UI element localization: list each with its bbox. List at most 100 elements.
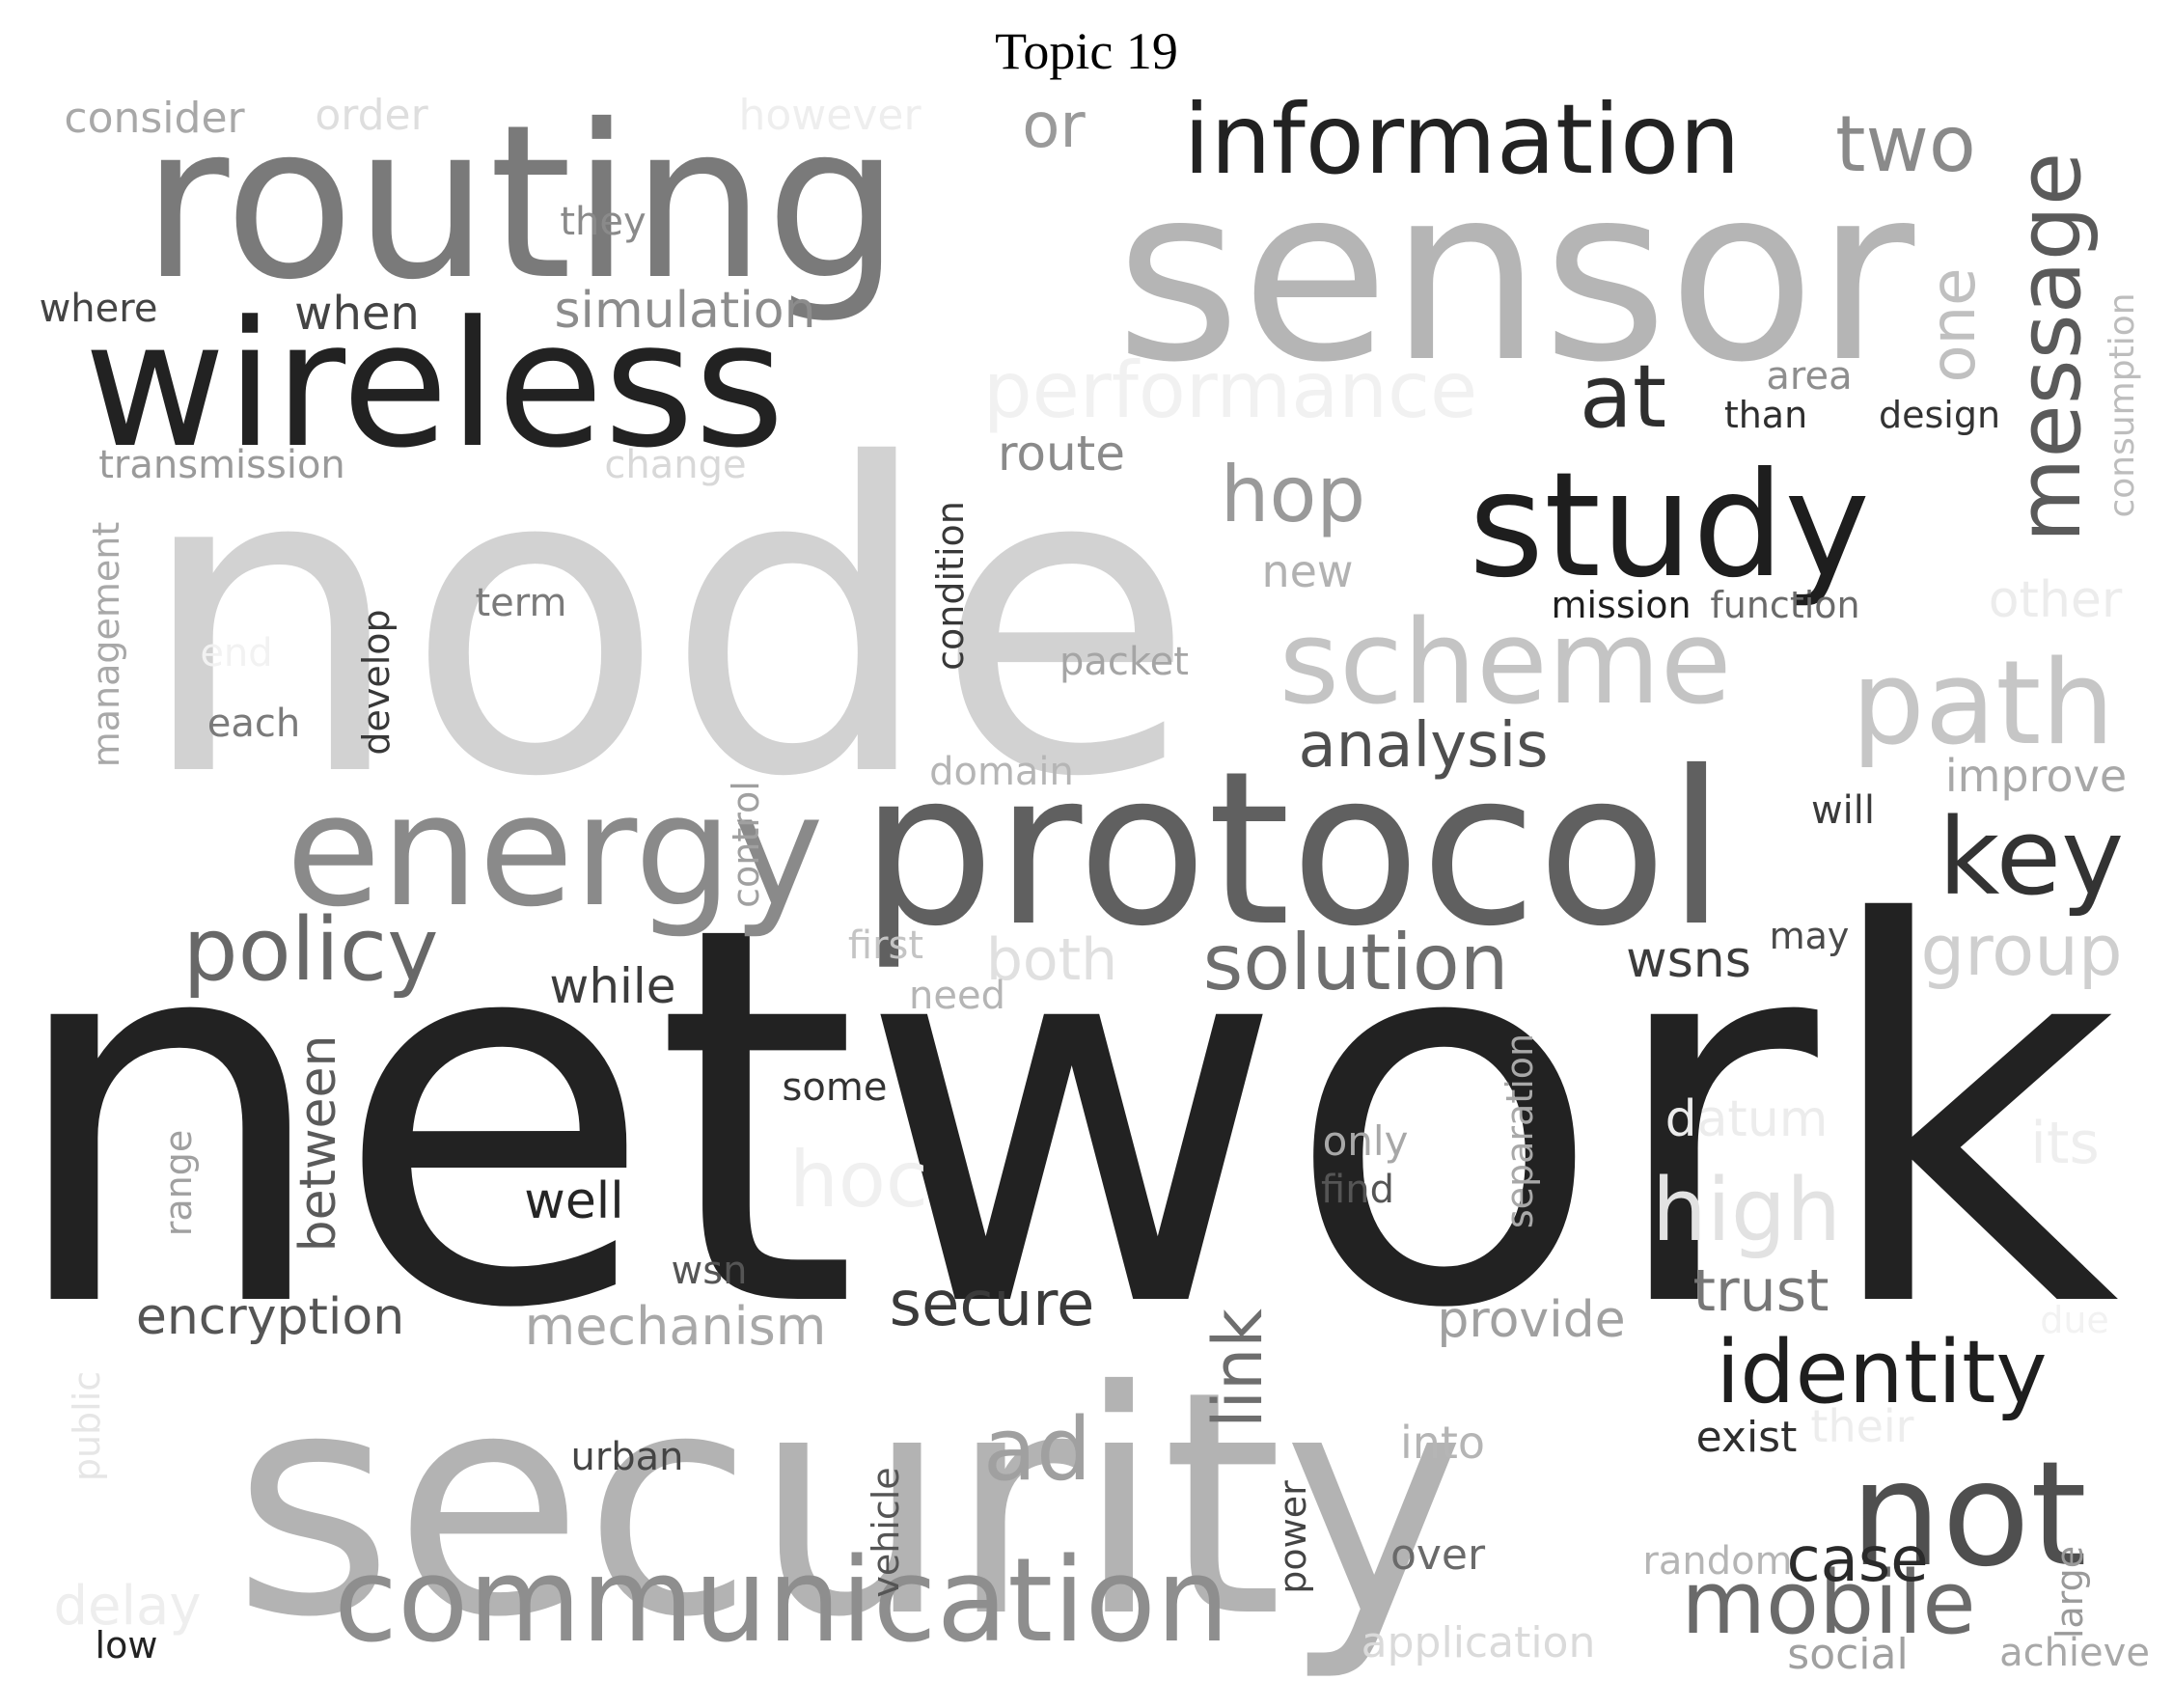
word-delay: delay (53, 1575, 202, 1638)
word-sensor: sensor (1114, 134, 1915, 415)
word-area: area (1766, 354, 1853, 399)
word-packet: packet (1059, 640, 1189, 684)
word-path: path (1851, 637, 2115, 771)
word-order: order (315, 91, 428, 140)
word-will: will (1810, 788, 1876, 833)
word-social: social (1787, 1630, 1909, 1679)
word-however: however (738, 91, 921, 140)
word-datum: datum (1664, 1090, 1829, 1148)
word-random: random (1642, 1539, 1793, 1584)
word-over: over (1389, 1530, 1486, 1580)
word-may: may (1769, 915, 1850, 957)
word-network: network (3, 816, 2120, 1422)
word-key: key (1938, 795, 2125, 919)
word-provide: provide (1437, 1291, 1626, 1349)
word-trust: trust (1692, 1257, 1829, 1325)
word-two: two (1835, 99, 1976, 189)
word-develop: develop (355, 609, 398, 756)
word-solution: solution (1202, 918, 1509, 1007)
word-exist: exist (1695, 1413, 1798, 1462)
word-node: node (135, 375, 1197, 869)
word-case: case (1786, 1525, 1929, 1596)
word-while: while (549, 958, 676, 1014)
word-ad: ad (982, 1399, 1092, 1501)
word-information: information (1183, 83, 1741, 196)
word-first: first (847, 923, 924, 968)
word-message: message (1999, 152, 2101, 543)
word-one: one (1918, 267, 1990, 383)
word-routing: routing (141, 79, 901, 326)
word-domain: domain (929, 750, 1074, 794)
word-management: management (85, 521, 127, 768)
word-link: link (1198, 1309, 1278, 1428)
word-control: control (725, 781, 767, 908)
chart-title: Topic 19 (995, 22, 1178, 80)
word-consider: consider (64, 94, 245, 143)
word-due: due (2040, 1299, 2109, 1341)
word-change: change (604, 443, 747, 487)
word-their: their (1810, 1400, 1914, 1452)
word-its: its (2030, 1110, 2100, 1177)
word-condition: condition (929, 501, 972, 671)
word-mobile: mobile (1681, 1553, 1976, 1654)
word-at: at (1579, 346, 1667, 448)
word-wireless: wireless (83, 285, 785, 486)
word-energy: energy (286, 760, 824, 941)
word-high: high (1651, 1160, 1842, 1261)
word-well: well (524, 1172, 624, 1230)
word-when: when (294, 287, 420, 341)
word-consumption: consumption (2103, 292, 2142, 518)
word-performance: performance (982, 345, 1478, 435)
word-policy: policy (182, 899, 439, 1001)
word-security: security (233, 1326, 1466, 1685)
word-other: other (1988, 571, 2123, 629)
word-separation: separation (1499, 1033, 1541, 1229)
word-wsn: wsn (671, 1249, 748, 1293)
word-or: or (1022, 91, 1086, 162)
word-urban: urban (570, 1435, 684, 1479)
word-simulation: simulation (554, 282, 816, 340)
word-mission: mission (1551, 584, 1692, 626)
word-group: group (1920, 910, 2123, 991)
word-some: some (782, 1065, 888, 1110)
word-route: route (997, 426, 1126, 482)
word-achieve: achieve (1999, 1631, 2150, 1675)
word-vehicle: vehicle (865, 1467, 907, 1598)
word-not: not (1850, 1431, 2087, 1599)
word-each: each (206, 702, 301, 746)
word-between: between (289, 1034, 347, 1253)
word-scheme: scheme (1279, 596, 1732, 730)
word-communication: communication (333, 1534, 1230, 1668)
word-analysis: analysis (1298, 710, 1549, 782)
word-power: power (1272, 1480, 1314, 1594)
word-end: end (200, 631, 273, 675)
word-they: they (560, 200, 646, 244)
word-low: low (95, 1624, 158, 1667)
word-hoc: hoc (789, 1135, 928, 1225)
word-mechanism: mechanism (524, 1296, 827, 1357)
word-both: both (985, 926, 1118, 994)
word-than: than (1723, 394, 1808, 436)
word-hop: hop (1220, 450, 1366, 539)
word-encryption: encryption (135, 1288, 405, 1346)
word-need: need (909, 974, 1005, 1018)
word-term: term (475, 581, 567, 625)
word-protocol: protocol (860, 726, 1726, 973)
word-identity: identity (1716, 1322, 2048, 1423)
word-new: new (1261, 545, 1354, 597)
word-design: design (1878, 394, 2001, 436)
word-study: study (1468, 442, 1871, 610)
word-where: where (39, 287, 158, 331)
word-transmission: transmission (98, 443, 345, 487)
word-only: only (1322, 1117, 1409, 1165)
word-function: function (1710, 584, 1860, 626)
word-range: range (157, 1129, 200, 1237)
word-find: find (1321, 1168, 1394, 1212)
word-public: public (66, 1370, 108, 1482)
word-large: large (2049, 1545, 2091, 1639)
word-improve: improve (1944, 750, 2128, 802)
word-secure: secure (889, 1269, 1095, 1340)
word-application: application (1361, 1618, 1596, 1667)
word-into: into (1399, 1417, 1486, 1469)
